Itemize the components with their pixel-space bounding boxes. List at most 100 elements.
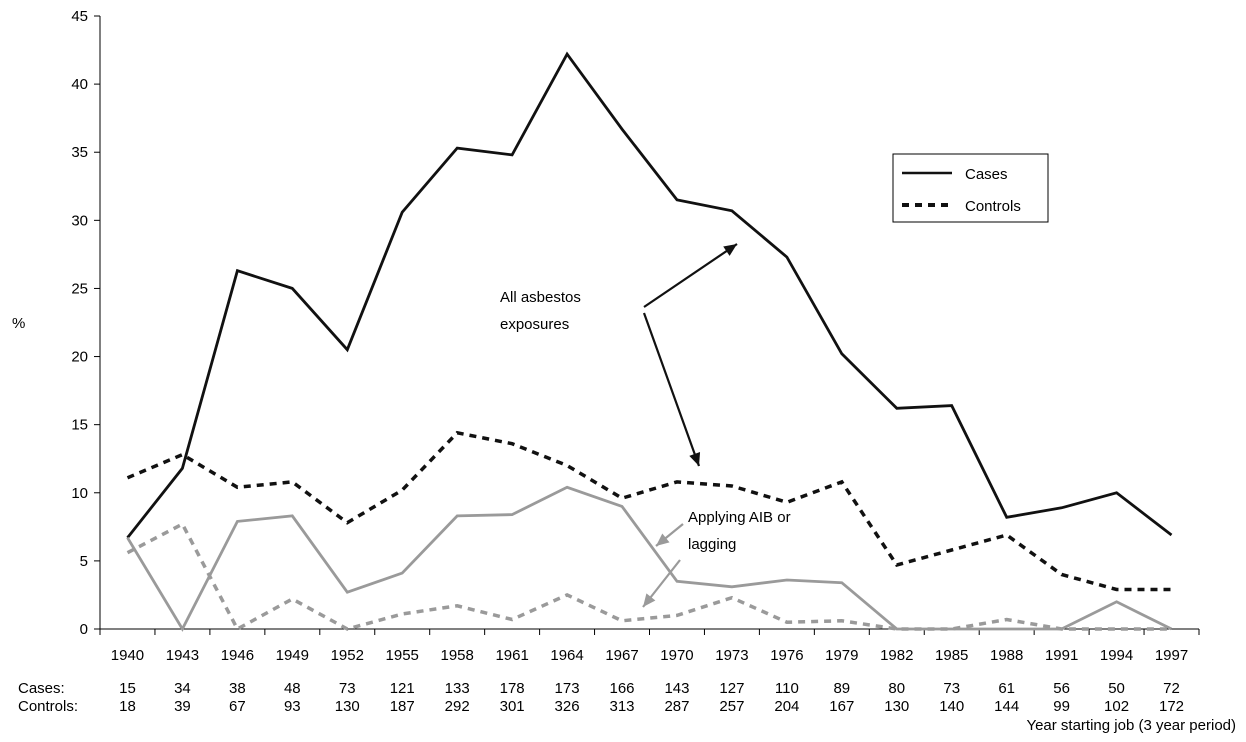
series-point-3 [181,523,184,526]
arrow-to-cases-shaft [643,243,738,308]
x-tick-label: 1940 [111,647,144,664]
x-tick-label: 1979 [825,647,858,664]
x-tick-label: 1946 [221,647,254,664]
series-point-2 [785,578,788,581]
series-point-1 [346,521,349,524]
controls-count-label: Controls: [18,698,78,715]
controls-count: 292 [445,698,470,715]
y-tick-label: 5 [80,553,88,570]
annotation-aib-lagging: Applying AIB or lagging [688,509,791,553]
legend-cases-label: Cases [965,166,1008,183]
series-point-2 [126,536,129,539]
series-point-2 [291,514,294,517]
series-point-3 [456,604,459,607]
series-point-0 [401,211,404,214]
cases-count: 38 [229,680,246,697]
x-tick-label: 1964 [550,647,583,664]
cases-count: 121 [390,680,415,697]
cases-count-label: Cases: [18,680,65,697]
series-point-2 [181,628,184,631]
series-point-0 [895,407,898,410]
series-point-0 [181,467,184,470]
y-tick-label: 30 [71,212,88,229]
y-tick-label: 0 [80,621,88,638]
series-point-3 [675,614,678,617]
cases-count: 173 [555,680,580,697]
chart-series [126,51,1173,632]
series-point-1 [401,489,404,492]
series-point-0 [785,256,788,259]
series-point-1 [840,480,843,483]
series-point-3 [730,596,733,599]
series-point-1 [126,476,129,479]
controls-count: 257 [719,698,744,715]
controls-count: 187 [390,698,415,715]
x-axis-ticks: 1940 1943 1946 1949 1952 1955 1958 1961 1964 1967… [99,629,1200,664]
series-point-0 [1170,534,1173,537]
series-point-0 [291,287,294,290]
series-point-2 [456,514,459,517]
series-point-2 [346,591,349,594]
series-point-2 [511,513,514,516]
annotation-aib-line-2: lagging [688,536,736,553]
series-point-3 [621,619,624,622]
x-tick-label: 1970 [660,647,693,664]
series-point-1 [511,442,514,445]
legend-box [892,153,1049,223]
controls-count: 167 [829,698,854,715]
controls-count: 93 [284,698,301,715]
x-tick-label: 1943 [166,647,199,664]
series-point-1 [785,501,788,504]
count-table: 15 34 38 48 73 121 133 178 173 166 143 127 110 89 80 73… [119,680,1184,715]
cases-count: 61 [998,680,1015,697]
x-tick-label: 1973 [715,647,748,664]
y-axis-label: % [12,315,25,332]
x-tick-label: 1985 [935,647,968,664]
controls-count: 130 [884,698,909,715]
x-tick-label: 1952 [331,647,364,664]
series-point-1 [236,486,239,489]
controls-count: 287 [664,698,689,715]
series-point-3 [785,621,788,624]
controls-count: 144 [994,698,1019,715]
cases-count: 50 [1108,680,1125,697]
cases-count: 133 [445,680,470,697]
series-point-0 [236,269,239,272]
cases-count: 178 [500,680,525,697]
arrow-to-controls-head [689,452,701,466]
series-point-2 [1005,628,1008,631]
arrow-to-aib-controls-head [643,593,656,607]
series-point-2 [675,580,678,583]
series-point-0 [950,404,953,407]
controls-count: 99 [1053,698,1070,715]
series-point-3 [401,613,404,616]
y-tick-label: 35 [71,144,88,161]
series-point-0 [511,153,514,156]
series-point-3 [1170,628,1173,631]
cases-count: 127 [719,680,744,697]
controls-count: 301 [500,698,525,715]
series-point-3 [1005,618,1008,621]
series-point-2 [401,572,404,575]
x-tick-label: 1994 [1100,647,1133,664]
y-tick-label: 15 [71,417,88,434]
series-point-0 [675,198,678,201]
series-line-1 [126,430,1172,592]
series-point-2 [1115,600,1118,603]
y-tick-label: 40 [71,76,88,93]
y-tick-label: 10 [71,485,88,502]
series-point-3 [511,618,514,621]
series-point-3 [1060,628,1063,631]
y-tick-label: 20 [71,349,88,366]
series-point-1 [181,453,184,456]
series-point-0 [1060,506,1063,509]
series-point-0 [1005,516,1008,519]
series-point-3 [566,593,569,596]
controls-count: 140 [939,698,964,715]
x-tick-label: 1988 [990,647,1023,664]
series-point-2 [840,581,843,584]
series-point-1 [950,548,953,551]
x-tick-label: 1997 [1155,647,1188,664]
cases-count: 56 [1053,680,1070,697]
